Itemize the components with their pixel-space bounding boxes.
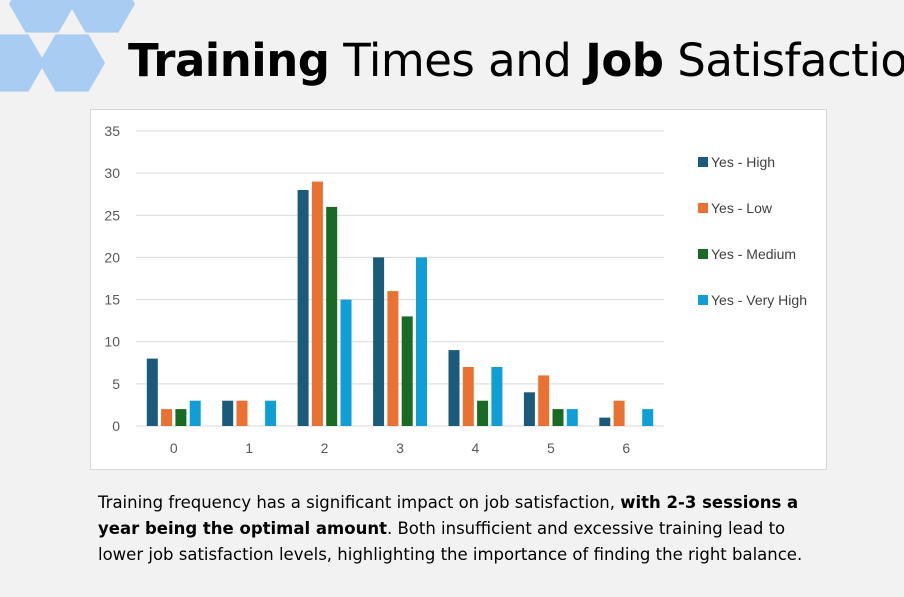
- bar: [311, 181, 323, 426]
- x-tick-label: 1: [245, 440, 253, 456]
- bar: [297, 190, 309, 426]
- hexagon-shape: [69, 0, 135, 33]
- bar: [340, 299, 352, 426]
- bar: [222, 400, 234, 426]
- bar: [613, 400, 625, 426]
- bar: [462, 367, 474, 426]
- bar: [416, 257, 427, 426]
- y-tick-label: 20: [104, 249, 120, 265]
- legend-swatch: [698, 203, 708, 213]
- bar: [448, 350, 460, 426]
- y-tick-label: 30: [104, 165, 120, 181]
- chart-panel: 0 5 10 15 20 25 30 35 0 1 2 3 4 5 6 Yes - High Yes - Low…: [90, 109, 827, 470]
- bar: [373, 257, 385, 426]
- legend-label: Yes - High: [711, 154, 775, 170]
- legend-swatch: [698, 249, 708, 259]
- y-tick-label: 0: [112, 418, 120, 434]
- bar: [566, 409, 578, 426]
- x-tick-label: 2: [321, 440, 329, 456]
- caption-part-1: Training frequency has a significant imp…: [98, 493, 621, 512]
- y-tick-label: 10: [104, 334, 120, 350]
- legend-swatch: [698, 295, 708, 305]
- bar: [523, 392, 535, 426]
- bar: [477, 400, 489, 426]
- title-text-end: Satisfaction: [677, 34, 904, 87]
- bar: [175, 409, 187, 426]
- bar-chart: 0 5 10 15 20 25 30 35 0 1 2 3 4 5 6 Yes - High Yes - Low…: [104, 123, 807, 456]
- caption-highlight: with 2-3 sessions a year being the optim…: [98, 493, 799, 538]
- bar: [236, 400, 248, 426]
- y-tick-label: 5: [112, 376, 120, 392]
- x-tick-label: 4: [472, 440, 480, 456]
- y-tick-label: 15: [104, 292, 120, 308]
- bar: [265, 400, 277, 426]
- bar: [326, 206, 338, 426]
- y-tick-label: 35: [104, 123, 120, 139]
- x-tick-label: 3: [396, 440, 404, 456]
- legend-label: Yes - Medium: [711, 246, 796, 262]
- bar: [642, 409, 654, 426]
- hexagon-decoration: [0, 0, 135, 92]
- title-text-middle: Times and: [329, 34, 586, 87]
- bar: [189, 400, 201, 426]
- bar: [552, 409, 564, 426]
- caption-text: Training frequency has a significant imp…: [98, 490, 818, 568]
- bar: [161, 409, 173, 426]
- hexagon-shape: [39, 34, 105, 92]
- hexagon-shape: [9, 0, 75, 33]
- x-tick-label: 6: [622, 440, 630, 456]
- title-bold-job: Job: [585, 34, 664, 87]
- legend-label: Yes - Low: [711, 200, 773, 216]
- bar: [491, 367, 503, 426]
- x-tick-label: 0: [170, 440, 178, 456]
- bar: [146, 358, 158, 426]
- page-title: Training Times and Job Satisfaction: [128, 34, 904, 87]
- legend-label: Yes - Very High: [711, 292, 807, 308]
- x-tick-label: 5: [547, 440, 555, 456]
- bar: [538, 375, 550, 426]
- y-tick-label: 25: [104, 207, 120, 223]
- hexagon-shape: [0, 34, 45, 92]
- bar: [387, 291, 399, 426]
- legend-swatch: [698, 157, 708, 167]
- bar: [401, 316, 413, 426]
- caption-part-2: . Both insufficient and excessive traini…: [98, 519, 803, 564]
- title-bold-training: Training: [128, 34, 330, 87]
- bar: [599, 417, 611, 426]
